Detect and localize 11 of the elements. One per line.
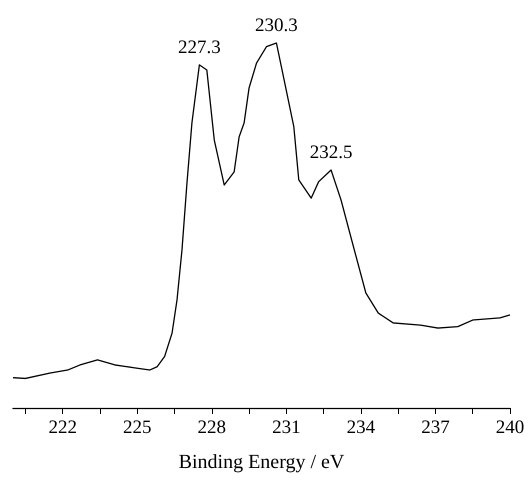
x-tick-label: 231 — [272, 417, 301, 438]
x-tick-label: 237 — [421, 417, 450, 438]
annotation: 232.5 — [310, 142, 352, 164]
x-tick-label: 240 — [496, 417, 524, 438]
x-tick-label: 225 — [123, 417, 152, 438]
x-tick-label: 222 — [48, 417, 77, 438]
annotation: 227.3 — [178, 36, 221, 58]
annotation: 230.3 — [255, 15, 298, 36]
x-axis-title: Binding Energy / eV — [178, 451, 345, 473]
x-tick-label: 228 — [198, 417, 226, 438]
x-tick-label: 234 — [346, 417, 376, 438]
